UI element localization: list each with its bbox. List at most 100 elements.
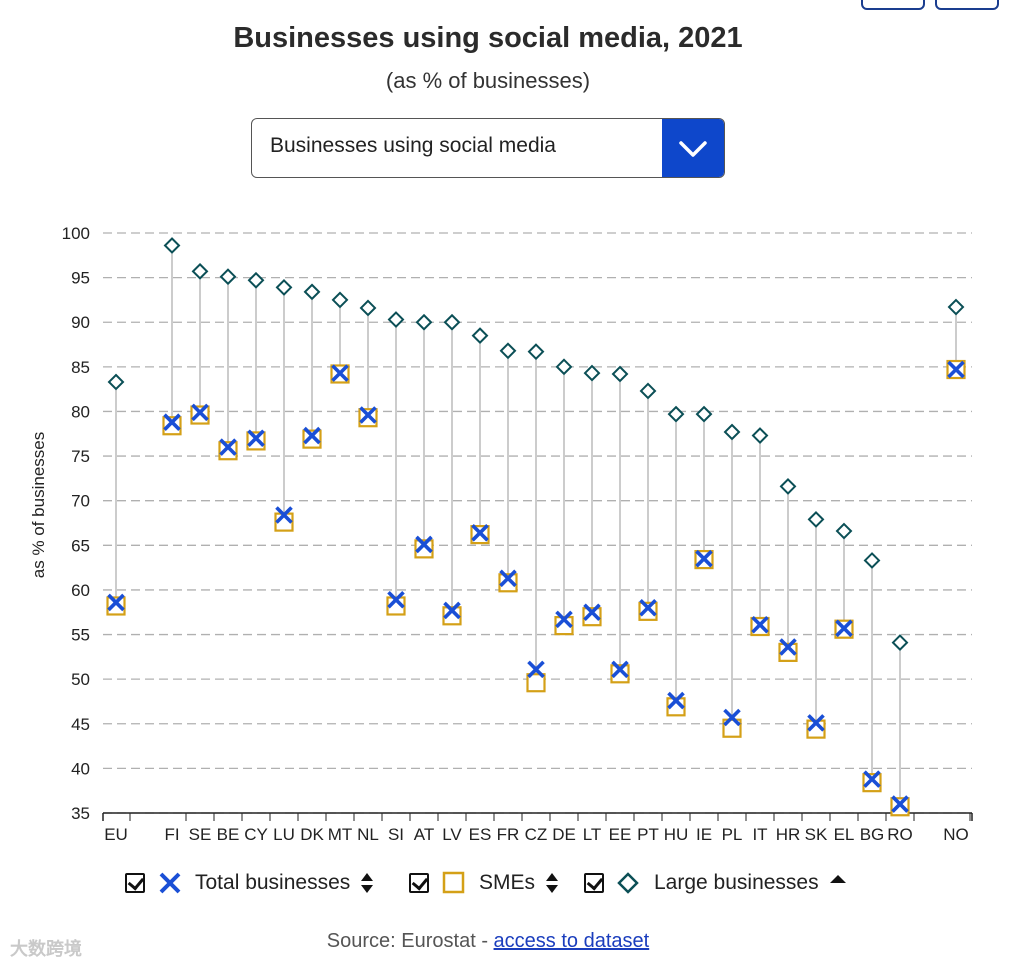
square-marker-icon	[442, 871, 465, 894]
top-button-left[interactable]	[861, 0, 925, 10]
total-point	[835, 619, 853, 638]
large-point	[807, 511, 825, 528]
total-point	[247, 429, 265, 448]
large-point	[163, 237, 181, 254]
sme-point	[190, 405, 210, 425]
total-point	[779, 638, 797, 656]
sme-point	[442, 606, 462, 626]
legend-item-total[interactable]: Total businesses	[125, 866, 374, 900]
total-point-stroke	[415, 535, 433, 554]
total-point-stroke	[639, 598, 657, 617]
y-tick-label: 45	[71, 715, 90, 734]
range-stems	[115, 253, 957, 798]
x-tick-label: IT	[752, 825, 767, 844]
large-point	[779, 478, 797, 495]
large-point	[387, 311, 405, 328]
legend-label-total: Total businesses	[195, 871, 351, 894]
total-point-stroke	[359, 406, 377, 424]
total-point-stroke	[387, 590, 405, 609]
total-point	[275, 506, 293, 524]
total-point	[947, 360, 965, 379]
x-tick-label: AT	[414, 825, 434, 844]
large-point	[443, 313, 461, 331]
sme-point	[526, 673, 546, 693]
x-tick-label: DE	[552, 825, 576, 844]
total-point	[723, 708, 741, 727]
x-tick-label: RO	[887, 825, 913, 844]
total-point	[667, 691, 685, 710]
top-button-right[interactable]	[935, 0, 999, 10]
x-tick-label: IE	[696, 825, 712, 844]
large-point	[667, 405, 685, 423]
sme-point	[582, 607, 602, 627]
x-tick-label: CZ	[525, 825, 548, 844]
x-tick-label: CY	[244, 825, 268, 844]
sme-point	[638, 601, 658, 621]
total-point	[471, 524, 489, 542]
x-tick-label: MT	[328, 825, 353, 844]
large-point	[639, 382, 657, 400]
x-tick-label: HU	[664, 825, 689, 844]
large-point	[835, 522, 853, 540]
checkbox-smes[interactable]	[409, 873, 429, 893]
large-point	[527, 343, 545, 361]
indicator-dropdown[interactable]: Businesses using social media	[251, 118, 725, 178]
total-point	[387, 590, 405, 609]
dropdown-selected-value: Businesses using social media	[270, 134, 556, 157]
legend-label-smes: SMEs	[479, 871, 536, 894]
large-point	[555, 358, 573, 376]
total-point-stroke	[751, 615, 769, 634]
x-tick-label: NL	[357, 825, 379, 844]
checkbox-total[interactable]	[125, 873, 145, 893]
dropdown-toggle-button[interactable]	[662, 119, 724, 177]
x-tick-label: FI	[164, 825, 179, 844]
dataset-link[interactable]: access to dataset	[493, 930, 650, 952]
x-tick-label: SI	[388, 825, 404, 844]
total-point-stroke	[471, 524, 489, 542]
total-point	[583, 603, 601, 622]
sort-both-icon[interactable]	[545, 872, 559, 894]
large-point	[415, 313, 433, 331]
data-marks	[106, 237, 966, 817]
total-point	[443, 601, 461, 620]
total-point	[695, 549, 713, 568]
sort-both-icon[interactable]	[360, 872, 374, 894]
total-point-stroke	[555, 610, 573, 629]
large-point	[191, 262, 209, 280]
sme-point	[358, 408, 378, 428]
y-tick-label: 55	[71, 626, 90, 645]
total-point	[163, 413, 181, 431]
y-tick-label: 60	[71, 581, 90, 600]
total-point-stroke	[331, 364, 349, 382]
total-point	[527, 660, 545, 679]
large-point	[695, 405, 713, 423]
sort-ascending-icon[interactable]	[829, 872, 847, 894]
total-point-stroke	[611, 660, 629, 679]
y-tick-label: 95	[71, 269, 90, 288]
x-tick-label: EU	[104, 825, 128, 844]
legend-item-large[interactable]: Large businesses	[584, 866, 847, 900]
total-point-stroke	[107, 593, 125, 612]
large-point	[499, 342, 517, 360]
legend-item-smes[interactable]: SMEs	[409, 866, 559, 900]
total-point	[807, 714, 825, 732]
total-point-stroke	[779, 638, 797, 656]
total-point-stroke	[807, 714, 825, 732]
watermark: 大数跨境	[10, 939, 82, 959]
legend-label-large: Large businesses	[654, 871, 819, 894]
x-tick-label: FR	[497, 825, 520, 844]
y-tick-label: 35	[71, 804, 90, 823]
total-point-stroke	[499, 569, 517, 588]
chevron-down-icon	[679, 141, 707, 157]
x-tick-label: HR	[776, 825, 801, 844]
x-tick-label: LU	[273, 825, 295, 844]
x-tick-label: LT	[583, 825, 602, 844]
source-note: Source: Eurostat - access to dataset	[0, 930, 976, 953]
x-tick-label: EE	[609, 825, 632, 844]
total-point-stroke	[191, 403, 209, 422]
large-point	[751, 427, 769, 444]
y-tick-label: 50	[71, 670, 90, 689]
total-point	[611, 660, 629, 679]
checkbox-large[interactable]	[584, 873, 604, 893]
y-tick-label: 100	[62, 224, 90, 243]
